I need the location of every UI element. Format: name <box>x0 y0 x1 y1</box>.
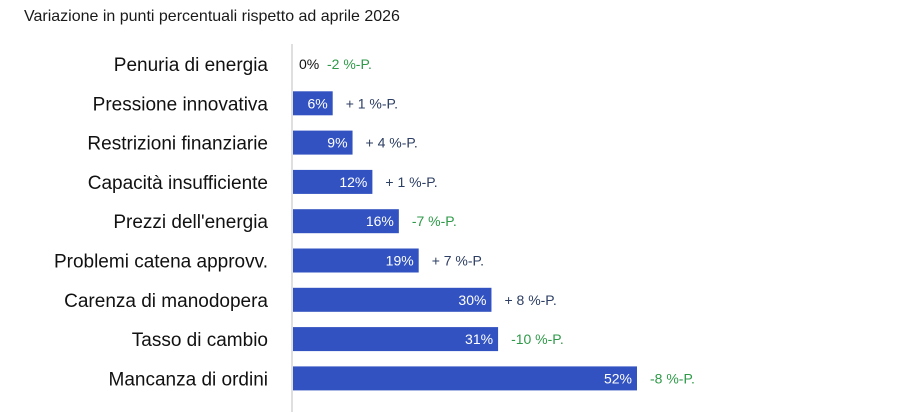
bar <box>293 287 492 312</box>
category-label: Mancanza di ordini <box>109 369 268 390</box>
change-label: + 7 %-P. <box>432 253 484 269</box>
bar <box>293 248 419 273</box>
value-label: 30% <box>458 292 486 308</box>
value-label: 19% <box>386 253 414 269</box>
category-label: Penuria di energia <box>114 55 269 76</box>
value-label: 6% <box>307 95 327 111</box>
change-label: -10 %-P. <box>511 331 564 347</box>
bar <box>293 366 637 391</box>
value-label: 16% <box>366 213 394 229</box>
change-label: + 4 %-P. <box>366 135 418 151</box>
change-label: + 1 %-P. <box>385 174 437 190</box>
category-label: Prezzi dell'energia <box>113 212 268 233</box>
value-label: 52% <box>604 370 632 386</box>
category-label: Restrizioni finanziarie <box>87 134 268 155</box>
change-label: + 1 %-P. <box>346 95 398 111</box>
bar <box>293 327 499 352</box>
bar <box>293 130 353 155</box>
value-label: 31% <box>465 331 493 347</box>
change-label: -7 %-P. <box>412 213 457 229</box>
change-label: + 8 %-P. <box>504 292 556 308</box>
chart-subtitle: Variazione in punti percentuali rispetto… <box>24 8 400 25</box>
category-label: Problemi catena approvv. <box>54 252 268 273</box>
category-label: Carenza di manodopera <box>64 291 268 312</box>
category-label: Capacità insufficiente <box>88 173 268 194</box>
value-label: 12% <box>339 174 367 190</box>
value-label: 9% <box>327 135 347 151</box>
change-label: -8 %-P. <box>650 370 695 386</box>
bar <box>293 169 373 194</box>
bar <box>293 209 399 234</box>
change-label: -2 %-P. <box>327 56 372 72</box>
bar <box>293 91 333 116</box>
category-label: Pressione innovativa <box>93 94 269 115</box>
category-label: Tasso di cambio <box>132 330 268 351</box>
value-label: 0% <box>299 56 319 72</box>
bars-layer: Penuria di energia 0% -2 %-P. Pressione inn… <box>54 55 695 391</box>
